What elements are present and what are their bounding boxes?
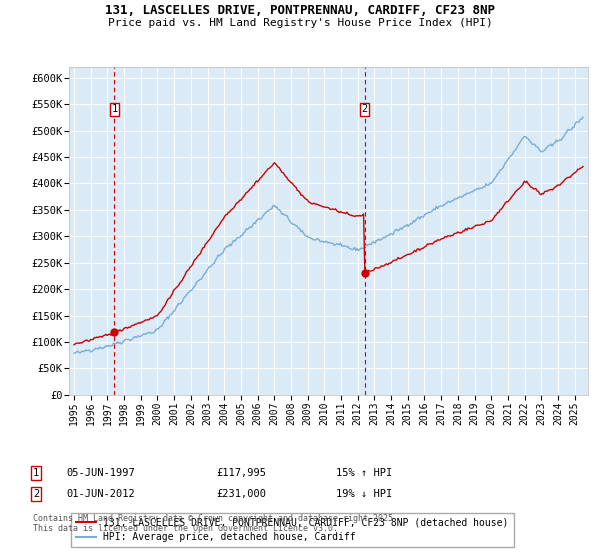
- Text: 19% ↓ HPI: 19% ↓ HPI: [336, 489, 392, 499]
- Text: 1: 1: [111, 105, 118, 114]
- Text: 05-JUN-1997: 05-JUN-1997: [66, 468, 135, 478]
- Text: 131, LASCELLES DRIVE, PONTPRENNAU, CARDIFF, CF23 8NP: 131, LASCELLES DRIVE, PONTPRENNAU, CARDI…: [105, 4, 495, 17]
- Text: 2: 2: [33, 489, 39, 499]
- Text: Price paid vs. HM Land Registry's House Price Index (HPI): Price paid vs. HM Land Registry's House …: [107, 18, 493, 28]
- Legend: 131, LASCELLES DRIVE, PONTPRENNAU, CARDIFF, CF23 8NP (detached house), HPI: Aver: 131, LASCELLES DRIVE, PONTPRENNAU, CARDI…: [71, 513, 514, 547]
- Text: 15% ↑ HPI: 15% ↑ HPI: [336, 468, 392, 478]
- Text: 2: 2: [362, 105, 368, 114]
- Text: 1: 1: [33, 468, 39, 478]
- Text: £117,995: £117,995: [216, 468, 266, 478]
- Text: 01-JUN-2012: 01-JUN-2012: [66, 489, 135, 499]
- Text: Contains HM Land Registry data © Crown copyright and database right 2025.
This d: Contains HM Land Registry data © Crown c…: [33, 514, 398, 534]
- Text: £231,000: £231,000: [216, 489, 266, 499]
